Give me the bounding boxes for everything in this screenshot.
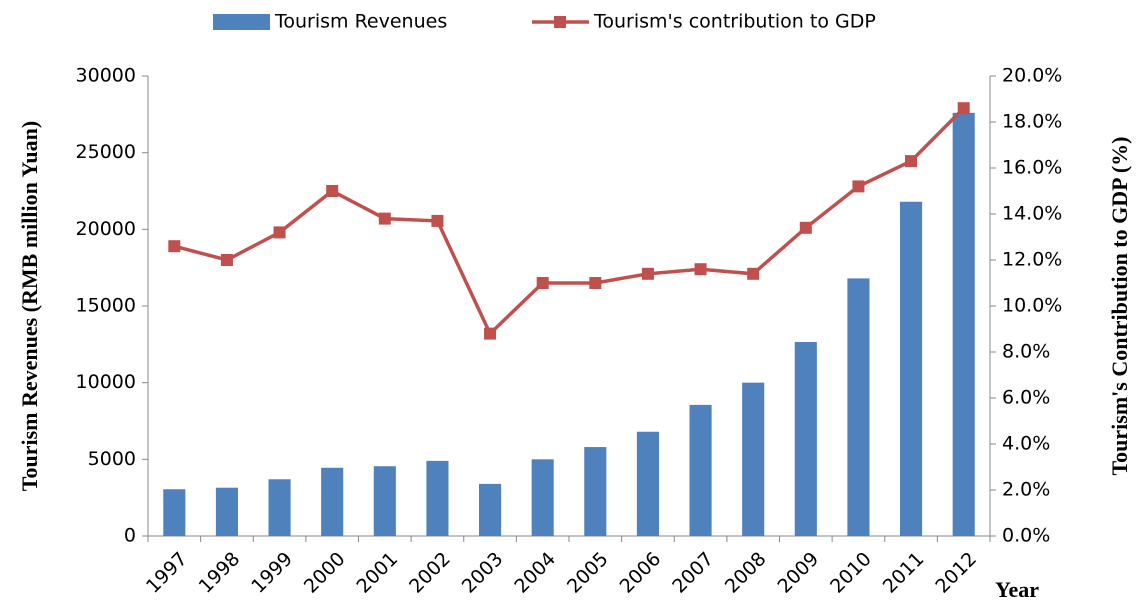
x-tick-label: 1999 (247, 548, 297, 598)
line-marker (747, 267, 760, 280)
y-tick-label: 5000 (88, 448, 136, 470)
y2-tick-label: 10.0% (1002, 295, 1062, 317)
y-tick-label: 0 (124, 525, 136, 547)
legend-label: Tourism Revenues (274, 11, 447, 33)
y-tick-label: 15000 (76, 295, 136, 317)
y-axis-title: Tourism Revenues (RMB million Yuan) (17, 121, 42, 491)
x-tick-label: 2001 (352, 548, 402, 598)
y2-axis-title: Tourism's Contribution to GDP (%) (1107, 136, 1132, 475)
bar (742, 382, 765, 536)
bar (163, 489, 186, 536)
legend-swatch (213, 14, 270, 30)
bar (215, 487, 238, 536)
bar (847, 278, 870, 536)
bar (794, 342, 817, 536)
y-tick-label: 30000 (76, 65, 136, 87)
y2-tick-label: 16.0% (1002, 157, 1062, 179)
y-tick-label: 25000 (76, 141, 136, 163)
y2-tick-label: 0.0% (1002, 525, 1050, 547)
line-marker (484, 327, 497, 340)
y-tick-label: 10000 (76, 371, 136, 393)
line-marker (641, 267, 654, 280)
x-tick-label: 1998 (195, 548, 245, 598)
x-tick-label: 2003 (458, 548, 508, 598)
x-tick-label: 2010 (826, 548, 876, 598)
y2-tick-label: 2.0% (1002, 479, 1050, 501)
line-marker (326, 185, 339, 197)
line-marker (378, 212, 391, 225)
y2-tick-label: 14.0% (1002, 203, 1062, 225)
x-tick-label: 2002 (405, 548, 455, 598)
x-tick-label: 2007 (668, 548, 718, 598)
x-tick-label: 2011 (879, 548, 929, 598)
line-marker (905, 155, 918, 168)
x-tick-label: 2009 (773, 548, 823, 598)
y-tick-label: 20000 (76, 218, 136, 240)
x-tick-label: 2000 (300, 548, 350, 598)
bar (373, 466, 396, 536)
line-marker (273, 226, 286, 239)
line-marker (957, 102, 970, 115)
bar (531, 459, 554, 536)
line-marker (168, 240, 181, 253)
bar (952, 112, 975, 537)
line-marker (589, 277, 602, 289)
bar (321, 467, 344, 536)
bar (900, 201, 923, 536)
x-tick-label: 2005 (563, 548, 613, 598)
x-tick-label: 2004 (510, 548, 560, 598)
legend-swatch (554, 16, 566, 28)
bar (426, 460, 449, 536)
y2-tick-label: 6.0% (1002, 387, 1050, 409)
x-tick-label: 2008 (721, 548, 771, 598)
bar (636, 431, 659, 536)
y2-tick-label: 4.0% (1002, 433, 1050, 455)
x-tick-label: 1997 (142, 548, 192, 598)
line-marker (220, 254, 233, 266)
x-axis-title: Year (995, 577, 1039, 602)
legend-label: Tourism's contribution to GDP (593, 11, 876, 33)
line-marker (694, 263, 707, 276)
y2-tick-label: 8.0% (1002, 341, 1050, 363)
y2-tick-label: 12.0% (1002, 249, 1062, 271)
y2-tick-label: 20.0% (1002, 65, 1062, 87)
bar (268, 479, 291, 536)
line-marker (536, 277, 549, 289)
bar (584, 447, 607, 536)
x-tick-label: 2006 (616, 548, 666, 598)
line (173, 106, 965, 337)
y2-tick-label: 18.0% (1002, 111, 1062, 133)
line-marker (799, 221, 812, 234)
bar (479, 483, 502, 536)
x-tick-label: 2012 (931, 548, 981, 598)
line-marker (431, 214, 444, 227)
bar (689, 404, 712, 536)
line-marker (852, 180, 865, 193)
